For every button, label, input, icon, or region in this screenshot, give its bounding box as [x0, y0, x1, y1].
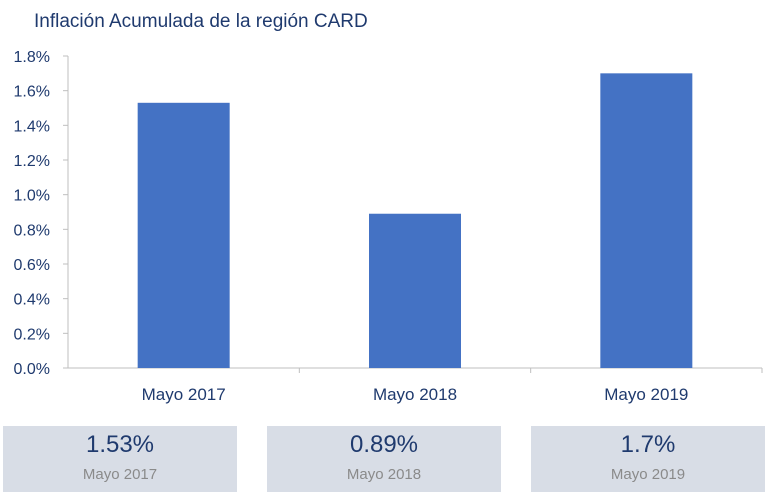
y-tick-label: 1.0% [14, 188, 50, 205]
summary-card-label: Mayo 2018 [346, 466, 422, 483]
summary-card: 1.7% Mayo 2019 [531, 426, 765, 492]
bar [600, 73, 693, 368]
y-tick-label: 1.2% [14, 153, 50, 170]
chart-title: Inflación Acumulada de la región CARD [34, 11, 368, 32]
summary-card: 1.53% Mayo 2017 [3, 426, 237, 492]
y-tick-label: 0.0% [14, 361, 50, 378]
x-tick-label: Mayo 2017 [142, 385, 226, 404]
summary-card-value: 0.89% [349, 431, 419, 458]
y-tick-label: 1.6% [14, 84, 50, 101]
x-tick-label: Mayo 2018 [373, 385, 457, 404]
bar-chart: 0.0% 0.2% 0.4% 0.6% 0.8% 1.0% 1.2% 1.4% 1.6% 1.8%… [14, 49, 763, 404]
bar [369, 213, 461, 368]
y-tick-label: 1.4% [14, 118, 50, 135]
summary-card-label: Mayo 2017 [82, 466, 158, 483]
summary-card-value: 1.53% [85, 431, 155, 458]
summary-cards: 1.53% Mayo 2017 0.89% Mayo 2018 1.7% May… [0, 426, 768, 492]
summary-card-label: Mayo 2019 [610, 466, 686, 483]
y-tick-label: 1.8% [14, 49, 50, 66]
y-tick-label: 0.4% [14, 292, 50, 309]
y-tick-label: 0.8% [14, 222, 50, 239]
x-tick-label: Mayo 2019 [604, 385, 688, 404]
y-tick-label: 0.6% [14, 257, 50, 274]
y-tick-label: 0.2% [14, 326, 50, 343]
summary-card-value: 1.7% [620, 431, 676, 458]
summary-card: 0.89% Mayo 2018 [267, 426, 501, 492]
bar [137, 102, 230, 369]
